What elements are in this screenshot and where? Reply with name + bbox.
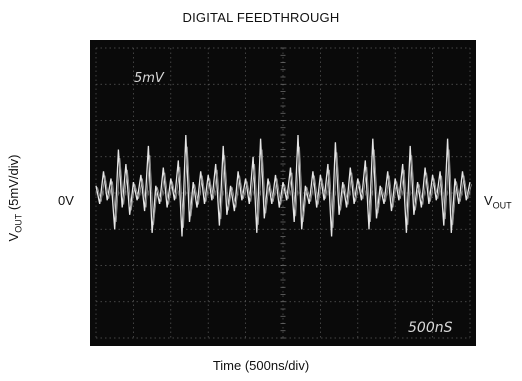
signal-trace [95, 134, 471, 237]
y-axis-label-sub: OUT [13, 213, 24, 233]
oscilloscope-screen: 5mV 500nS [90, 40, 476, 346]
graticule [95, 47, 471, 339]
chart-title: DIGITAL FEEDTHROUGH [182, 10, 340, 25]
trace-label-main: V [484, 193, 493, 208]
signal-trace-echo [97, 146, 472, 228]
oscilloscope-plot: 5mV 500nS [90, 40, 476, 346]
x-axis-label: Time (500ns/div) [212, 358, 310, 373]
y-axis-label-main: V [6, 232, 21, 242]
screen-scale-label: 5mV [134, 71, 165, 86]
y-axis-label: VOUT (5mV/div) [6, 133, 26, 263]
zero-volt-label: 0V [58, 193, 74, 208]
trace-label-sub: OUT [492, 200, 512, 211]
screen-timebase-label: 500nS [408, 320, 453, 336]
y-axis-label-rest: (5mV/div) [6, 154, 21, 214]
trace-label: VOUT [484, 193, 512, 211]
